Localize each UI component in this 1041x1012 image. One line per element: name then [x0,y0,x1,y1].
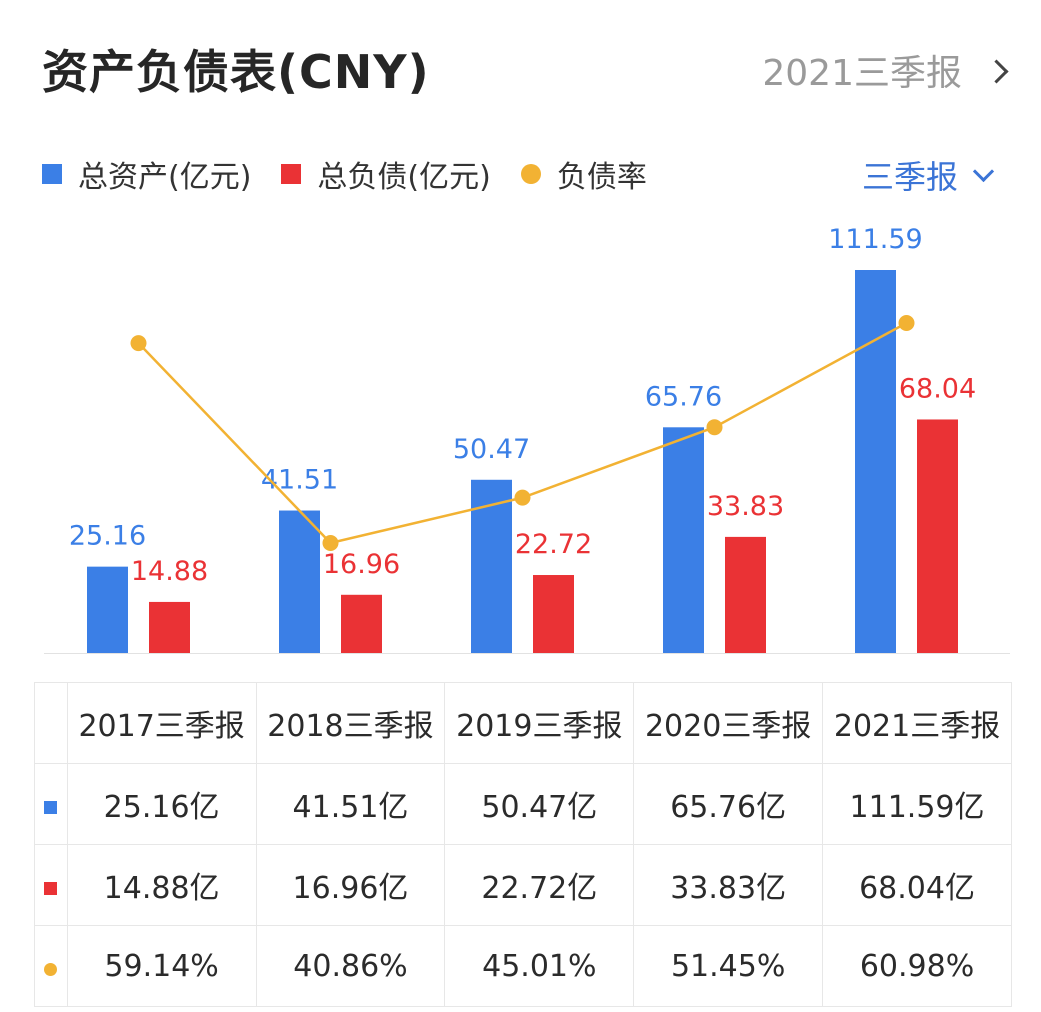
table-cell: 41.51亿 [255,763,446,845]
data-label-assets: 41.51 [261,465,338,496]
legend-item-assets[interactable]: 总资产(亿元) [42,152,251,196]
table-corner-cell [34,682,68,764]
ratio-point[interactable] [322,535,339,551]
liabilities-marker [44,881,58,895]
bar-assets[interactable] [87,566,128,653]
bar-assets[interactable] [279,510,320,653]
table-cell: 68.04亿 [822,844,1012,926]
page-title: 资产负债表(CNY) [42,45,430,99]
table-cell: 59.14% [66,925,257,1007]
table-header-cell: 2018三季报 [255,682,446,764]
row-marker-liabilities [34,844,68,926]
table-header-cell: 2020三季报 [633,682,824,764]
table-header-cell: 2021三季报 [822,682,1012,764]
table-cell: 16.96亿 [255,844,446,926]
legend-swatch-liabilities [281,164,302,184]
header: 资产负债表(CNY) 2021三季报 [0,0,1041,130]
table-cell: 22.72亿 [444,844,635,926]
chart-legend: 总资产(亿元) 总负债(亿元) 负债率 [42,152,677,196]
legend-item-liabilities[interactable]: 总负债(亿元) [281,152,491,196]
table-cell: 65.76亿 [633,763,824,845]
bar-liabilities[interactable] [725,536,766,653]
table-cell: 60.98% [822,925,1012,1007]
data-label-liabilities: 22.72 [515,529,592,560]
table-cell: 33.83亿 [633,844,824,926]
report-period-label: 2021三季报 [762,53,962,94]
table-header-cell: 2019三季报 [444,682,635,764]
bar-assets[interactable] [855,270,896,653]
period-dropdown[interactable]: 三季报 [861,152,995,198]
ratio-point[interactable] [514,489,531,506]
table-row-assets: 25.16亿 41.51亿 50.47亿 65.76亿 111.59亿 [34,763,1012,845]
data-label-assets: 65.76 [645,381,722,412]
bar-liabilities[interactable] [341,594,382,653]
data-label-liabilities: 14.88 [131,556,208,587]
data-label-liabilities: 68.04 [899,373,976,404]
bar-assets[interactable] [663,427,704,653]
ratio-point[interactable] [706,419,723,436]
data-label-assets: 50.47 [453,434,530,465]
bar-liabilities[interactable] [149,601,190,653]
period-dropdown-label: 三季报 [861,158,958,196]
row-marker-assets [34,763,68,845]
bar-liabilities[interactable] [533,575,574,653]
ratio-point[interactable] [898,315,915,331]
data-label-assets: 25.16 [69,521,146,552]
data-label-liabilities: 16.96 [323,549,400,580]
balance-chart: 25.16 14.88 41.51 16.96 50.47 22.72 65.76 33.83… [44,224,1010,654]
ratio-marker [44,962,58,976]
data-table: 2017三季报 2018三季报 2019三季报 2020三季报 2021三季报 … [34,682,1012,1007]
table-row-liabilities: 14.88亿 16.96亿 22.72亿 33.83亿 68.04亿 [34,844,1012,926]
table-cell: 51.45% [633,925,824,1007]
ratio-point[interactable] [130,335,147,352]
table-cell: 25.16亿 [66,763,257,845]
table-cell: 45.01% [444,925,635,1007]
table-header-cell: 2017三季报 [66,682,257,764]
row-marker-ratio [34,925,68,1007]
legend-label-assets: 总资产(亿元) [78,160,252,195]
bar-liabilities[interactable] [917,419,958,653]
table-row-ratio: 59.14% 40.86% 45.01% 51.45% 60.98% [34,925,1012,1007]
table-cell: 50.47亿 [444,763,635,845]
legend-swatch-assets [42,164,62,184]
legend-item-ratio[interactable]: 负债率 [520,152,647,196]
data-label-liabilities: 33.83 [707,491,784,522]
data-label-assets: 111.59 [828,224,922,255]
table-cell: 40.86% [255,925,446,1007]
legend-swatch-ratio [520,164,541,184]
table-cell: 111.59亿 [822,763,1012,845]
assets-marker [44,800,58,814]
report-period-link[interactable]: 2021三季报 [762,44,1009,96]
table-cell: 14.88亿 [66,844,257,926]
legend-label-liabilities: 总负债(亿元) [317,160,491,195]
table-header-row: 2017三季报 2018三季报 2019三季报 2020三季报 2021三季报 [34,682,1012,764]
legend-label-ratio: 负债率 [556,160,647,195]
